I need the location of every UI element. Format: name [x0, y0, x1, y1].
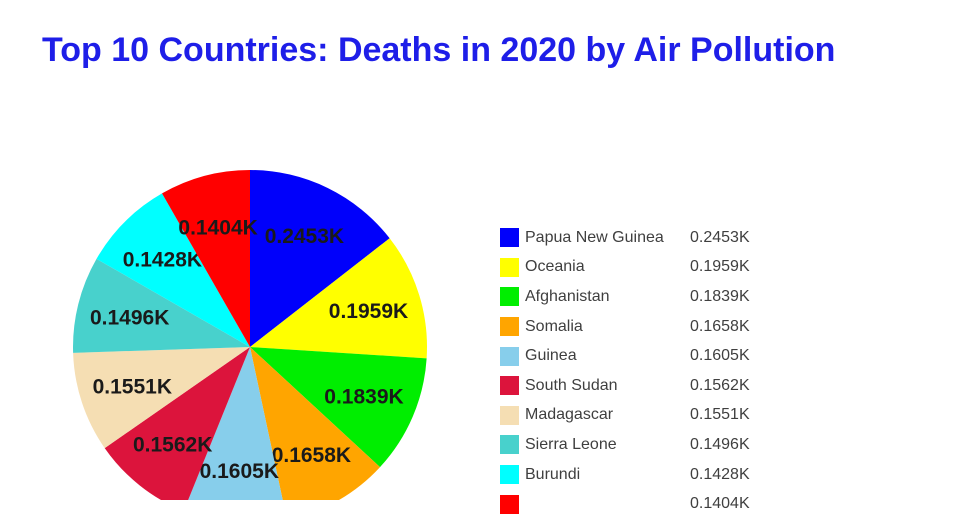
- pie-slice-label: 0.1496K: [90, 306, 169, 329]
- legend-item-papua-new-guinea[interactable]: Papua New Guinea 0.2453K: [500, 223, 750, 253]
- pie-slice-label: 0.1428K: [123, 249, 202, 272]
- legend-swatch: [500, 376, 519, 396]
- legend-swatch: [500, 494, 519, 514]
- legend-item-madagascar[interactable]: Madagascar 0.1551K: [500, 401, 750, 431]
- pie-slice-oceania[interactable]: [250, 238, 428, 359]
- legend-swatch: [500, 228, 519, 248]
- pie-slice-label: 0.1839K: [324, 385, 403, 408]
- legend-item-guinea[interactable]: Guinea 0.1605K: [500, 341, 750, 371]
- legend-label: Burundi: [525, 465, 581, 483]
- legend-item-sierra-leone[interactable]: Sierra Leone 0.1496K: [500, 430, 750, 460]
- legend-swatch: [500, 346, 519, 366]
- pie-slice-label: 0.1605K: [200, 460, 279, 483]
- legend-swatch: [500, 465, 519, 485]
- legend-label: Oceania: [525, 258, 585, 276]
- legend-value: 0.1839K: [690, 287, 750, 305]
- pie-slice-label: 0.2453K: [265, 225, 344, 248]
- legend-swatch: [500, 287, 519, 307]
- chart-title: Top 10 Countries: Deaths in 2020 by Air …: [42, 31, 836, 69]
- pie-slice-label: 0.1959K: [329, 300, 408, 323]
- legend-label: Guinea: [525, 347, 577, 365]
- pie-slice-label: 0.1551K: [93, 375, 172, 398]
- legend-label: Papua New Guinea: [525, 228, 664, 246]
- pie-slice-label: 0.1404K: [178, 217, 257, 240]
- legend-swatch: [500, 405, 519, 425]
- legend-value: 0.1959K: [690, 258, 750, 276]
- legend-item-oceania[interactable]: Oceania 0.1959K: [500, 253, 750, 283]
- legend-label: Afghanistan: [525, 287, 610, 305]
- legend-item-somalia[interactable]: Somalia 0.1658K: [500, 312, 750, 342]
- legend-value: 0.1605K: [690, 347, 750, 365]
- pie-slice-burundi[interactable]: [96, 193, 250, 347]
- legend-item-10-clipped[interactable]: 0.1404K: [500, 489, 750, 519]
- legend-swatch: [500, 435, 519, 455]
- legend-label: Sierra Leone: [525, 435, 617, 453]
- pie-slice-sierra-leone[interactable]: [73, 258, 250, 353]
- pie-slice-guinea[interactable]: [184, 347, 287, 500]
- pie-slice-south-sudan[interactable]: [104, 347, 250, 500]
- legend-swatch: [500, 257, 519, 277]
- legend-value: 0.1551K: [690, 406, 750, 424]
- pie-slice-somalia[interactable]: [250, 347, 381, 500]
- legend-value: 0.2453K: [690, 228, 750, 246]
- legend-item-burundi[interactable]: Burundi 0.1428K: [500, 460, 750, 490]
- legend-swatch: [500, 317, 519, 337]
- legend-value: 0.1562K: [690, 376, 750, 394]
- legend-value: 0.1658K: [690, 317, 750, 335]
- pie-slice-9[interactable]: [162, 170, 250, 347]
- legend-item-afghanistan[interactable]: Afghanistan 0.1839K: [500, 282, 750, 312]
- pie-slice-afghanistan[interactable]: [250, 347, 427, 468]
- legend-label: Madagascar: [525, 406, 614, 424]
- legend-value: 0.1428K: [690, 465, 750, 483]
- legend-value: 0.1404K: [690, 495, 750, 513]
- pie-slice-label: 0.1658K: [272, 444, 351, 467]
- legend-item-south-sudan[interactable]: South Sudan 0.1562K: [500, 371, 750, 401]
- pie-slice-papua-new-guinea[interactable]: [250, 170, 390, 347]
- legend-label: South Sudan: [525, 376, 618, 394]
- pie-slice-label: 0.1562K: [133, 433, 212, 456]
- legend-label: Somalia: [525, 317, 583, 335]
- legend-value: 0.1496K: [690, 435, 750, 453]
- legend: Papua New Guinea 0.2453K Oceania 0.1959K…: [500, 223, 750, 519]
- pie-slice-madagascar[interactable]: [73, 347, 250, 449]
